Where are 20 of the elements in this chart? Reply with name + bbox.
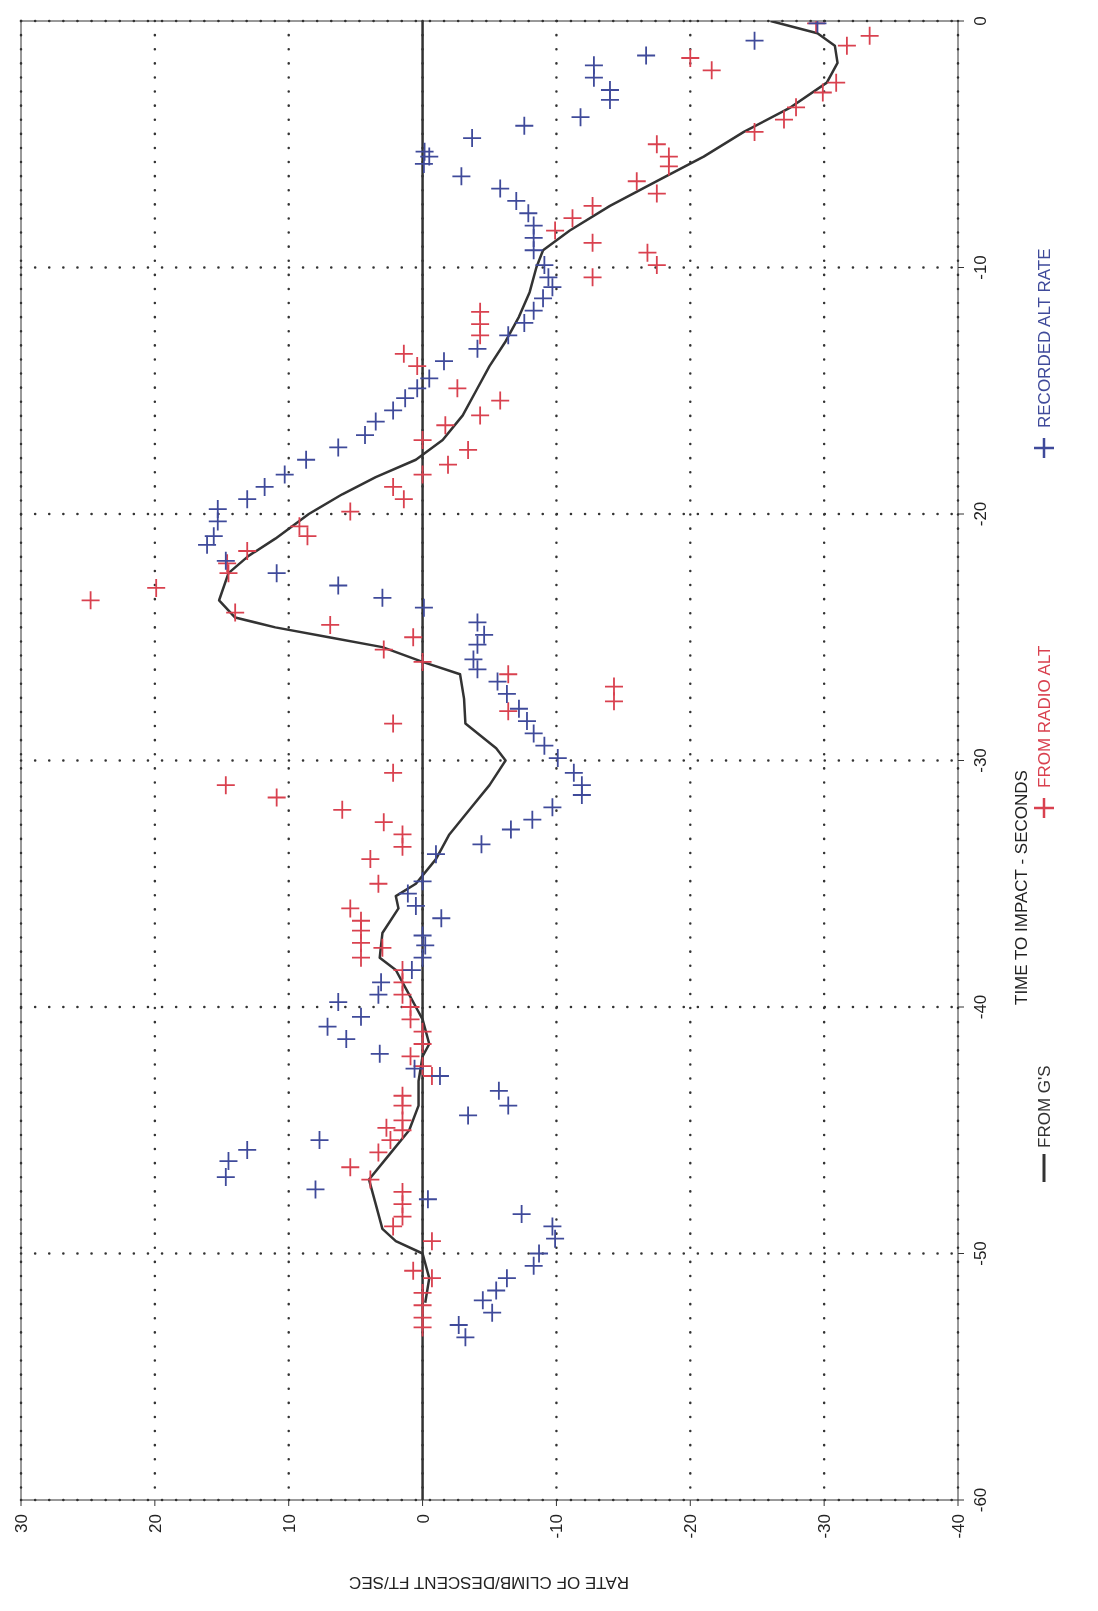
x-tick-label: -40 [948, 1514, 968, 1539]
x-tick-label: 20 [145, 1514, 165, 1533]
y-axis-title: TIME TO IMPACT - SECONDS [1012, 769, 1032, 1008]
y-tick-label: -40 [970, 994, 990, 1020]
y-tick-label: -20 [970, 501, 990, 527]
x-axis-title: RATE OF CLIMB/DESCENT FT/SEC [348, 1572, 630, 1592]
x-tick-label: -20 [681, 1514, 701, 1539]
y-tick-label: -30 [970, 748, 990, 773]
x-tick-label: 30 [11, 1514, 31, 1533]
text: FROM G'S [1034, 1065, 1054, 1148]
x-tick-label: 10 [279, 1514, 299, 1533]
y-tick-label: -10 [970, 255, 990, 280]
x-tick-label: -10 [547, 1514, 567, 1539]
y-tick-label: 0 [970, 16, 990, 26]
y-tick-label: -60 [970, 1487, 990, 1513]
y-tick-label: -50 [970, 1241, 990, 1266]
text: FROM RADIO ALT [1034, 645, 1054, 788]
x-tick-label: -30 [815, 1514, 835, 1539]
x-tick-label: 0 [413, 1514, 433, 1524]
text: RECORDED ALT RATE [1034, 248, 1054, 428]
